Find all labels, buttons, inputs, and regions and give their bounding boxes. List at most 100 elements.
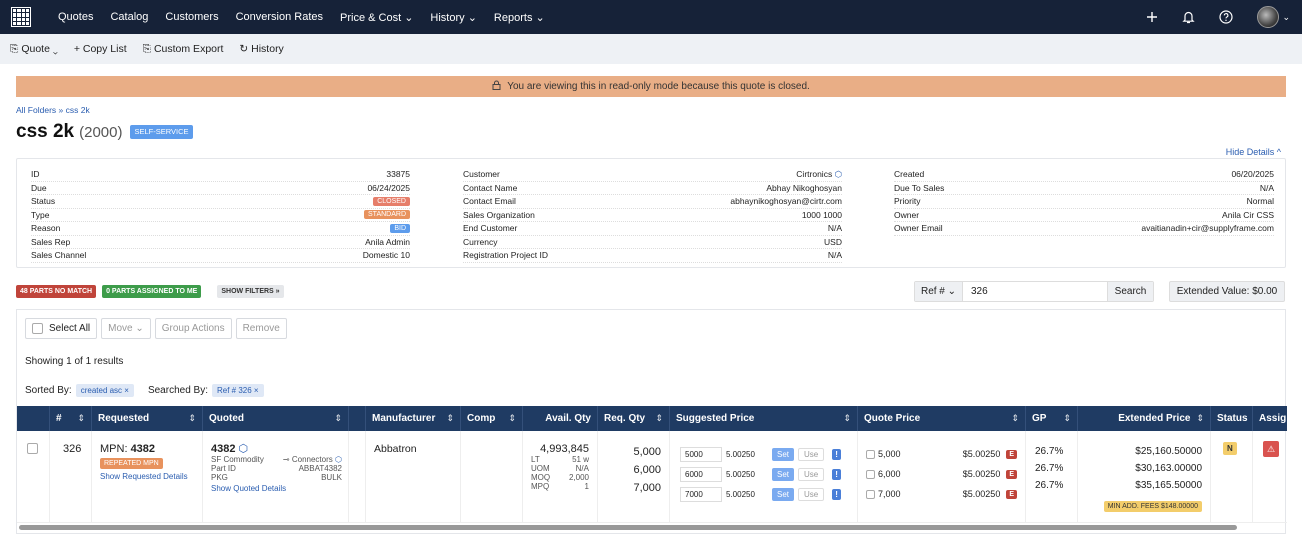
warning-icon[interactable]: ! bbox=[832, 468, 841, 480]
quoted-mpn[interactable]: 4382 bbox=[211, 443, 236, 455]
sort-icon: ⇕ bbox=[843, 413, 851, 423]
col-quoted[interactable]: Quoted ⇕ bbox=[203, 406, 349, 431]
move-button[interactable]: Move ⌄ bbox=[101, 318, 151, 339]
detail-value: N/A bbox=[827, 223, 842, 234]
search-pill[interactable]: Ref # 326 × bbox=[212, 384, 264, 397]
col-status[interactable]: Status bbox=[1211, 406, 1253, 431]
show-quoted-details-link[interactable]: Show Quoted Details bbox=[211, 484, 287, 493]
col-gp[interactable]: GP ⇕ bbox=[1026, 406, 1078, 431]
search-field-select[interactable]: Ref # ⌄ bbox=[915, 282, 963, 301]
search-button[interactable]: Search bbox=[1107, 282, 1153, 301]
sort-icon: ⇕ bbox=[655, 413, 663, 423]
breadcrumb[interactable]: All Folders » css 2k bbox=[16, 105, 90, 115]
alert-icon[interactable]: ⚠ bbox=[1263, 441, 1279, 457]
nav-reports[interactable]: Reports ⌄ bbox=[493, 11, 545, 24]
chevron-down-icon[interactable]: ⌄ bbox=[1282, 11, 1290, 22]
use-button[interactable]: Use bbox=[798, 487, 825, 501]
col-extended-price[interactable]: Extended Price ⇕ bbox=[1078, 406, 1211, 431]
col-avail-qty[interactable]: Avail. Qty bbox=[523, 406, 598, 431]
set-button[interactable]: Set bbox=[772, 447, 795, 461]
nav-catalog[interactable]: Catalog bbox=[110, 10, 149, 23]
nav-price-cost[interactable]: Price & Cost ⌄ bbox=[340, 11, 414, 24]
commodity-label: SF Commodity bbox=[211, 455, 264, 464]
quote-price-checkbox[interactable] bbox=[866, 449, 875, 459]
help-icon[interactable] bbox=[1219, 10, 1234, 24]
col-suggested-price[interactable]: Suggested Price ⇕ bbox=[670, 406, 858, 431]
select-all-label: Select All bbox=[49, 323, 91, 334]
quote-menu-button[interactable]: ⎘ Quote ⌄ bbox=[10, 43, 58, 56]
row-checkbox[interactable] bbox=[27, 443, 38, 454]
user-avatar[interactable] bbox=[1257, 6, 1280, 28]
extended-price: $35,165.50000 bbox=[1135, 480, 1202, 491]
status-badge: N bbox=[1223, 442, 1237, 455]
parts-no-match-tag[interactable]: 48 PARTS NO MATCH bbox=[16, 285, 97, 298]
select-all-checkbox[interactable] bbox=[32, 323, 43, 334]
gp-cell: 26.7% 26.7% 26.7% bbox=[1026, 431, 1078, 523]
warning-icon[interactable]: ! bbox=[832, 448, 841, 460]
avail-qty: 4,993,845 bbox=[540, 443, 589, 455]
e-badge[interactable]: E bbox=[1006, 449, 1017, 459]
detail-registration-project: Registration Project ID N/A bbox=[463, 249, 842, 263]
bell-icon[interactable] bbox=[1182, 10, 1196, 24]
warning-icon[interactable]: ! bbox=[832, 488, 841, 500]
col-manufacturer[interactable]: Manufacturer ⇕ bbox=[366, 406, 461, 431]
plus-icon[interactable] bbox=[1146, 11, 1158, 23]
detail-value[interactable]: Cirtronics ⬡ bbox=[796, 169, 842, 180]
part-id-value: ABBAT4382 bbox=[298, 464, 342, 473]
horizontal-scrollbar[interactable] bbox=[19, 525, 1237, 530]
suggested-qty: 5000 bbox=[680, 446, 722, 462]
quote-count: (2000) bbox=[79, 124, 123, 141]
copy-list-button[interactable]: + Copy List bbox=[73, 43, 127, 55]
nav-conversion-rates[interactable]: Conversion Rates bbox=[235, 10, 324, 23]
nav-customers[interactable]: Customers bbox=[165, 10, 219, 23]
col-number[interactable]: # ⇕ bbox=[50, 406, 92, 431]
status-cell: N bbox=[1211, 431, 1253, 523]
detail-type: Type STANDARD bbox=[31, 209, 410, 222]
row-number: 326 bbox=[50, 431, 92, 523]
quote-price-checkbox[interactable] bbox=[866, 489, 875, 499]
set-button[interactable]: Set bbox=[772, 467, 795, 481]
col-label: Extended Price bbox=[1118, 413, 1191, 424]
custom-export-button[interactable]: ⎘ Custom Export bbox=[143, 43, 224, 56]
search-input[interactable]: 326 bbox=[971, 286, 988, 297]
avail-qty-cell: 4,993,845 LT 51 w UOM N/A MOQ 2,000 MPQ 1 bbox=[523, 431, 598, 523]
detail-due-to-sales: Due To Sales N/A bbox=[894, 182, 1274, 195]
e-badge[interactable]: E bbox=[1006, 469, 1017, 479]
use-button[interactable]: Use bbox=[798, 467, 825, 481]
sort-pill[interactable]: created asc × bbox=[75, 384, 134, 397]
detail-contact-email: Contact Email abhaynikoghosyan@cirtr.com bbox=[463, 195, 842, 209]
col-comp[interactable]: Comp ⇕ bbox=[461, 406, 523, 431]
sort-icon: ⇕ bbox=[77, 413, 85, 423]
col-requested[interactable]: Requested ⇕ bbox=[92, 406, 203, 431]
parts-assigned-tag[interactable]: 0 PARTS ASSIGNED TO ME bbox=[102, 285, 202, 298]
col-label: # bbox=[56, 413, 62, 424]
show-filters-button[interactable]: SHOW FILTERS » bbox=[217, 285, 284, 298]
set-button[interactable]: Set bbox=[772, 487, 795, 501]
col-label: Suggested Price bbox=[676, 413, 755, 424]
quote-price-checkbox[interactable] bbox=[866, 469, 875, 479]
show-requested-details-link[interactable]: Show Requested Details bbox=[100, 472, 188, 481]
quote-icon: ⎘ bbox=[10, 42, 22, 55]
detail-label: Reason bbox=[31, 223, 61, 234]
detail-label: End Customer bbox=[463, 223, 518, 234]
hide-details-link[interactable]: Hide Details ^ bbox=[1225, 147, 1281, 157]
col-req-qty[interactable]: Req. Qty ⇕ bbox=[598, 406, 670, 431]
quoted-cell: 4382 ⬡ SF Commodity ⊸ Connectors ⬡ Part I… bbox=[203, 431, 349, 523]
spacer-cell bbox=[349, 431, 366, 523]
col-quote-price[interactable]: Quote Price ⇕ bbox=[858, 406, 1026, 431]
banner-text: You are viewing this in read-only mode b… bbox=[507, 81, 810, 92]
app-logo-icon[interactable] bbox=[11, 7, 31, 27]
table-row[interactable]: 326 MPN: 4382 REPEATED MPN Show Requeste… bbox=[17, 431, 1287, 523]
remove-button[interactable]: Remove bbox=[235, 318, 287, 339]
select-all-button[interactable]: Select All bbox=[25, 318, 98, 339]
e-badge[interactable]: E bbox=[1006, 489, 1017, 499]
use-button[interactable]: Use bbox=[798, 447, 825, 461]
nav-quotes[interactable]: Quotes bbox=[58, 10, 94, 23]
history-button[interactable]: ↻ History bbox=[239, 43, 283, 55]
quote-toolbar: ⎘ Quote ⌄ + Copy List ⎘ Custom Export ↻ … bbox=[0, 34, 1302, 64]
detail-end-customer: End Customer N/A bbox=[463, 222, 842, 236]
nav-history[interactable]: History ⌄ bbox=[430, 11, 477, 24]
col-assign[interactable]: Assig bbox=[1253, 406, 1287, 431]
group-actions-button[interactable]: Group Actions bbox=[154, 318, 232, 339]
sort-icon: ⇕ bbox=[1011, 413, 1019, 423]
